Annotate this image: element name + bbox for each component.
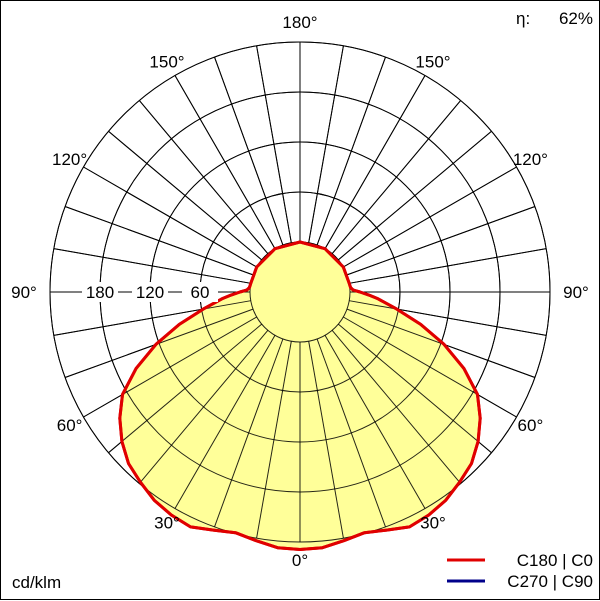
angle-label: 120° — [513, 150, 548, 169]
angle-label: 30° — [420, 513, 446, 532]
radial-tick-label: 120 — [136, 283, 164, 302]
legend-label: C270 | C90 — [507, 572, 593, 591]
angle-label: 180° — [282, 13, 317, 32]
angle-label: 60° — [518, 416, 544, 435]
angle-label: 0° — [292, 551, 308, 570]
unit-label: cd/klm — [12, 573, 61, 592]
angle-label: 120° — [52, 150, 87, 169]
axis-labels: 0° 30° 30° 60° 60° 90° 90° 120° 120° 150° 150° 180°… — [11, 13, 589, 570]
grid-circle-overlay — [49, 41, 551, 543]
intensity-curves — [49, 41, 551, 551]
angle-label: 90° — [11, 283, 37, 302]
radial-tick-label: 60 — [191, 283, 210, 302]
curve-outline — [118, 240, 482, 551]
angle-label: 150° — [415, 53, 450, 72]
legend-label: C180 | C0 — [517, 551, 593, 570]
angle-label: 60° — [57, 416, 83, 435]
angle-label: 150° — [149, 53, 184, 72]
radial-tick-label: 180 — [86, 283, 114, 302]
efficiency-symbol: η: — [516, 9, 530, 28]
radial-tick-bg — [82, 282, 118, 302]
angle-label: 30° — [154, 513, 180, 532]
radial-tick-bg — [182, 282, 218, 302]
efficiency-value: 62% — [559, 9, 593, 28]
angle-label: 90° — [563, 283, 589, 302]
radial-tick-bg — [132, 282, 168, 302]
legend: C180 | C0 C270 | C90 — [447, 551, 593, 591]
